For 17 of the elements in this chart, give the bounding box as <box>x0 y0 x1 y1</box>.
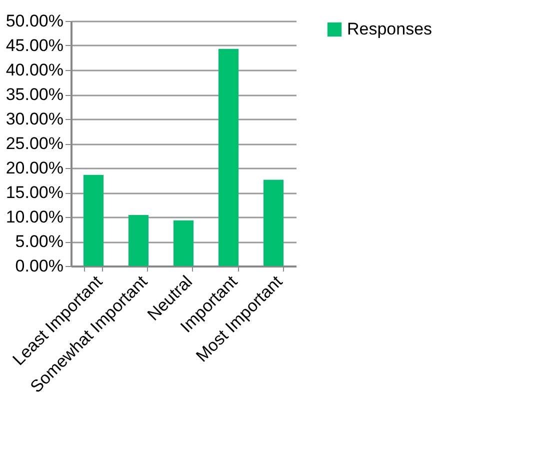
y-tick-label: 10.00% <box>6 208 64 226</box>
y-tick-label: 30.00% <box>6 110 64 128</box>
y-tick-label: 45.00% <box>6 36 64 55</box>
bar <box>218 48 238 266</box>
y-tick-label: 5.00% <box>15 232 64 251</box>
bar <box>174 220 194 266</box>
y-tick-label: 20.00% <box>6 158 64 178</box>
legend-label: Responses <box>347 20 432 38</box>
y-tick-label: 40.00% <box>6 60 64 80</box>
y-tick-label: 0.00% <box>15 256 64 276</box>
y-tick-label: 50.00% <box>6 12 64 30</box>
y-tick-label: 15.00% <box>6 183 64 202</box>
y-tick-label: 35.00% <box>6 85 64 104</box>
y-tick-label: 25.00% <box>6 134 64 153</box>
bar <box>128 215 148 266</box>
bar <box>84 174 104 266</box>
bar <box>264 180 284 266</box>
